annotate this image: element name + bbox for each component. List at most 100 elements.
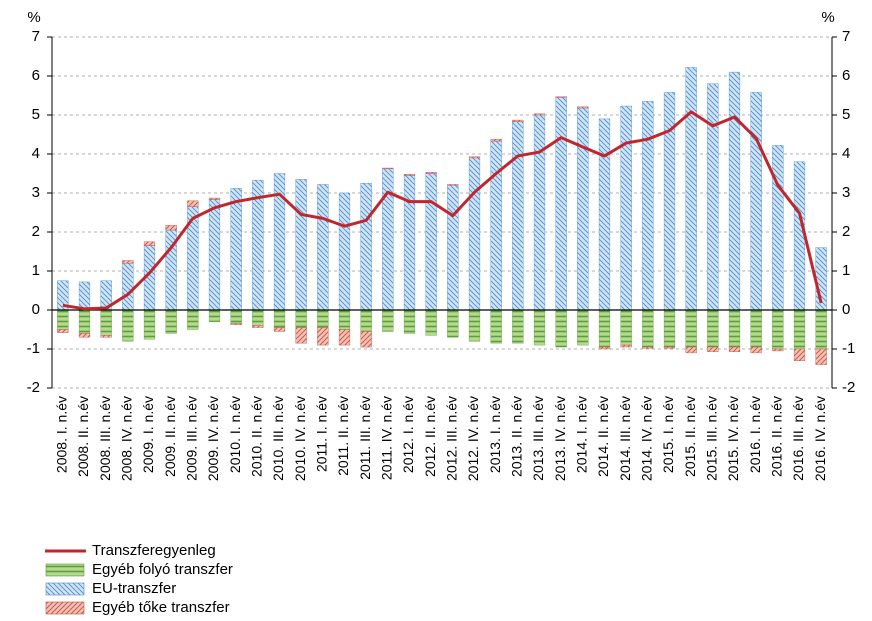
bar (78, 309, 91, 334)
y-tick-label: 4 (32, 145, 40, 162)
bar (793, 309, 806, 350)
bar (555, 309, 567, 348)
x-tick-label: 2013. III. n.év (530, 396, 546, 481)
x-tick-label: 2016. II. n.év (769, 396, 785, 477)
bar (273, 327, 286, 332)
bar (685, 309, 697, 348)
bar (598, 309, 611, 348)
bar (187, 200, 199, 207)
x-tick-label: 2008. IV. n.év (119, 396, 135, 481)
x-tick-label: 2009. II. n.év (162, 396, 178, 477)
y-tick-label: 6 (32, 67, 40, 84)
x-tick-label: 2015. III. n.év (704, 396, 720, 481)
bar (143, 309, 156, 340)
y-tick-label: 5 (32, 106, 40, 123)
bar (187, 309, 199, 330)
y2-axis-unit: % (821, 9, 834, 26)
bar (317, 327, 329, 346)
legend-swatch (45, 582, 85, 596)
bar (122, 260, 134, 264)
bar (598, 346, 611, 350)
bar (663, 346, 676, 349)
bar (707, 346, 719, 352)
bar (793, 161, 806, 311)
x-tick-label: 2010. I. n.év (227, 396, 243, 473)
x-tick-label: 2009. IV. n.év (205, 396, 221, 481)
bar (295, 179, 307, 311)
bar (533, 114, 546, 311)
bar (750, 92, 762, 311)
legend-label: Egyéb folyó transzfer (92, 561, 233, 578)
bar (100, 309, 112, 336)
bar (642, 346, 654, 349)
legend-swatch (45, 563, 85, 577)
y2-tick-label: 6 (842, 67, 850, 84)
y-tick-label: 0 (32, 301, 40, 318)
bar (728, 71, 741, 311)
x-tick-label: 2015. IV. n.év (725, 396, 741, 481)
bar (403, 174, 416, 176)
bar (815, 348, 827, 365)
bar (815, 309, 827, 350)
bar (165, 225, 177, 231)
x-tick-label: 2016. III. n.év (790, 396, 806, 481)
bar (208, 197, 221, 200)
bar (208, 309, 221, 322)
bar (425, 173, 437, 311)
bar (793, 348, 806, 361)
bar (317, 184, 329, 311)
bar (577, 309, 589, 346)
y-axis-unit: % (27, 9, 40, 26)
bar (555, 97, 567, 311)
x-tick-label: 2008. III. n.év (97, 396, 113, 481)
x-tick-label: 2014. II. n.év (595, 396, 611, 477)
x-tick-label: 2013. II. n.év (509, 396, 525, 477)
bar (620, 105, 632, 311)
legend-label: Transzferegyenleg (92, 542, 216, 559)
bar (57, 309, 69, 330)
bar (728, 309, 741, 348)
bar (728, 346, 741, 352)
bar (642, 101, 654, 311)
bar (338, 329, 351, 346)
x-tick-label: 2014. I. n.év (574, 396, 590, 473)
x-tick-label: 2010. IV. n.év (292, 396, 308, 481)
bar (447, 309, 459, 338)
x-tick-label: 2011. IV. n.év (379, 396, 395, 480)
x-tick-label: 2009. III. n.év (184, 396, 200, 481)
bar (78, 281, 91, 311)
bar (490, 309, 502, 344)
bar (772, 145, 784, 311)
x-tick-label: 2015. II. n.év (682, 396, 698, 477)
bar (295, 309, 307, 328)
bar (620, 344, 632, 348)
y-tick-label: 3 (32, 184, 40, 201)
bar (447, 184, 459, 311)
x-tick-label: 2011. II. n.év (335, 396, 351, 476)
bar (230, 323, 242, 326)
y2-tick-label: -2 (842, 379, 855, 396)
y2-tick-label: 4 (842, 145, 850, 162)
bar (512, 119, 524, 122)
bar (382, 167, 394, 170)
bar (382, 168, 394, 311)
x-tick-label: 2015. I. n.év (660, 396, 676, 473)
bar (750, 309, 762, 348)
bar (772, 348, 784, 352)
bar (143, 241, 156, 246)
bar (273, 309, 286, 328)
x-tick-label: 2012. III. n.év (444, 396, 460, 481)
x-tick-label: 2016. I. n.év (747, 396, 763, 473)
bar (403, 175, 416, 311)
bar (468, 156, 481, 159)
bar (533, 113, 546, 116)
y2-tick-label: 5 (842, 106, 850, 123)
bar (598, 118, 611, 311)
legend-swatch (45, 601, 85, 615)
x-tick-label: 2012. I. n.év (400, 396, 416, 473)
bar (468, 157, 481, 311)
bar (707, 309, 719, 348)
y-tick-label: 7 (32, 28, 40, 45)
bar (685, 346, 697, 354)
bar (338, 192, 351, 311)
